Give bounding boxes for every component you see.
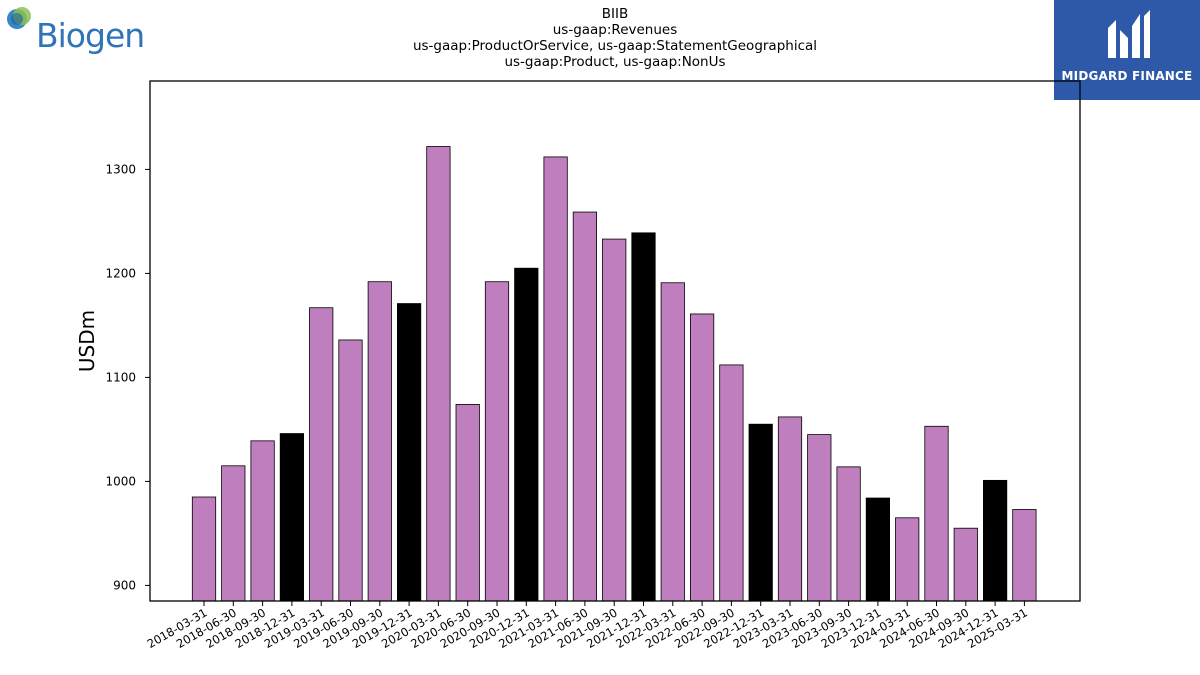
y-axis: 900 1000 1100 1200 1300 (105, 162, 150, 592)
bar-2020-09-30 (484, 281, 510, 602)
x-axis: 2018-03-312018-06-302018-09-302018-12-31… (145, 601, 1030, 651)
bar-2018-06-30 (221, 465, 246, 602)
bar-2022-12-31 (748, 423, 773, 602)
y-tick-label: 1300 (105, 162, 136, 176)
bar-2018-12-31 (279, 433, 305, 602)
plot-frame (149, 80, 1081, 602)
bar-2024-06-30 (924, 425, 949, 602)
bar-2020-03-31 (426, 146, 451, 602)
bar-2019-06-30 (338, 339, 363, 602)
title-line-3: us-gaap:ProductOrService, us-gaap:Statem… (412, 38, 818, 54)
biogen-globe-icon (7, 7, 31, 29)
bar-2021-03-31 (543, 156, 568, 602)
bar-2021-12-31 (631, 232, 656, 602)
y-tick-label: 900 (113, 578, 136, 592)
biogen-logo-text: Biogen (36, 16, 145, 55)
midgard-finance-logo: MIDGARD FINANCE (1054, 0, 1200, 100)
bar-2024-03-31 (895, 517, 920, 602)
bar-2022-06-30 (690, 313, 715, 602)
midgard-logo-text: MIDGARD FINANCE (1061, 69, 1193, 83)
bar-2018-09-30 (250, 440, 275, 602)
bar-2022-03-31 (660, 282, 685, 602)
bar-2023-03-31 (777, 416, 803, 602)
bar-2021-06-30 (572, 211, 598, 602)
chart-title: BIIB us-gaap:Revenues us-gaap:ProductOrS… (315, 6, 915, 70)
title-line-1: BIIB (601, 6, 629, 22)
bar-2019-03-31 (309, 307, 334, 602)
bars-group (191, 146, 1037, 602)
bar-2024-12-31 (983, 479, 1008, 602)
midgard-m-icon (1108, 10, 1150, 58)
biogen-logo: Biogen (4, 4, 154, 56)
y-tick-label: 1200 (105, 266, 136, 280)
bar-2024-09-30 (953, 527, 978, 602)
bar-2025-03-31 (1012, 509, 1037, 602)
title-line-4: us-gaap:Product, us-gaap:NonUs (504, 54, 726, 70)
bar-2018-03-31 (191, 496, 217, 602)
bar-2020-06-30 (455, 404, 480, 602)
bar-2020-12-31 (514, 267, 539, 602)
y-tick-label: 1000 (105, 474, 136, 488)
bar-2023-09-30 (836, 466, 861, 602)
bar-2023-06-30 (807, 434, 832, 602)
y-axis-label: USDm (75, 310, 99, 372)
y-tick-label: 1100 (105, 370, 136, 384)
title-line-2: us-gaap:Revenues (552, 22, 678, 38)
bar-2023-12-31 (865, 497, 891, 602)
bar-2019-09-30 (367, 281, 392, 602)
bar-2022-09-30 (719, 364, 744, 602)
bar-2019-12-31 (396, 303, 422, 602)
bar-2021-09-30 (602, 238, 627, 602)
